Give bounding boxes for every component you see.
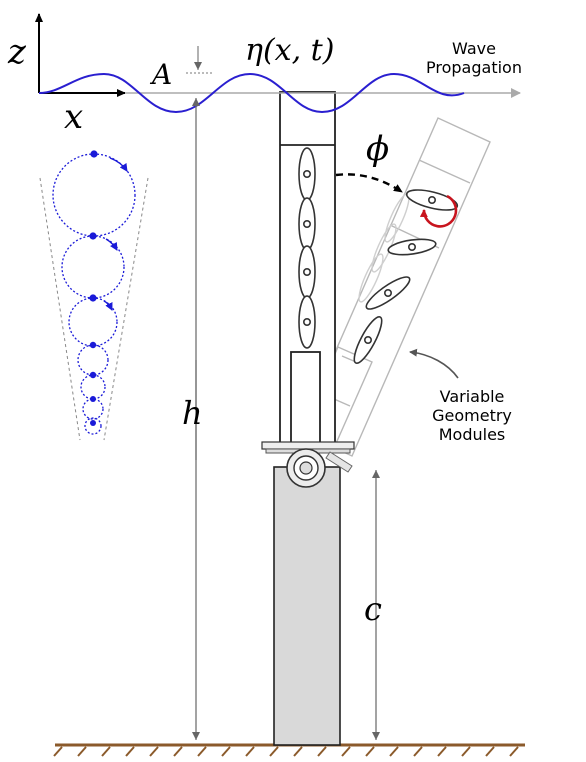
orbital-motion-diagram (39, 150, 149, 441)
z-axis-label: z (7, 32, 27, 72)
tilted-flap-modules (353, 189, 459, 364)
module-rotation-arrow (419, 194, 458, 228)
flap-angle-label: ϕ (366, 129, 389, 169)
x-axis-label: x (64, 97, 83, 137)
surface-elevation-label: η(x, t) (245, 33, 334, 68)
upright-module-1 (298, 147, 316, 201)
wave-surface-curve (38, 72, 465, 114)
vgm-pointer-arrow (409, 348, 459, 379)
upright-module-2 (298, 197, 316, 251)
flap-rotation-arrow (335, 173, 403, 193)
coordinate-axes (35, 13, 126, 97)
seabed-ground (53, 743, 525, 757)
vgm-label-line1: Variable (440, 387, 505, 406)
amplitude-indicator (186, 46, 212, 74)
tilted-module-1 (405, 189, 459, 211)
amplitude-label: A (149, 58, 172, 91)
upright-flap-modules (298, 147, 316, 349)
vgm-label-line3: Modules (439, 425, 506, 444)
tilted-module-2 (387, 238, 437, 256)
wave-propagation-label-line1: Wave (452, 39, 496, 58)
tilted-module-4 (353, 316, 383, 364)
upright-module-3 (298, 245, 316, 299)
hinge-assembly (261, 441, 355, 488)
upright-module-4 (298, 295, 316, 349)
vgm-label-line2: Geometry (432, 406, 512, 425)
tilted-module-3 (365, 276, 411, 310)
pedestal (273, 466, 341, 746)
water-depth-label: h (182, 394, 203, 432)
wave-propagation-label-line2: Propagation (426, 58, 522, 77)
pedestal-height-label: c (364, 590, 382, 628)
